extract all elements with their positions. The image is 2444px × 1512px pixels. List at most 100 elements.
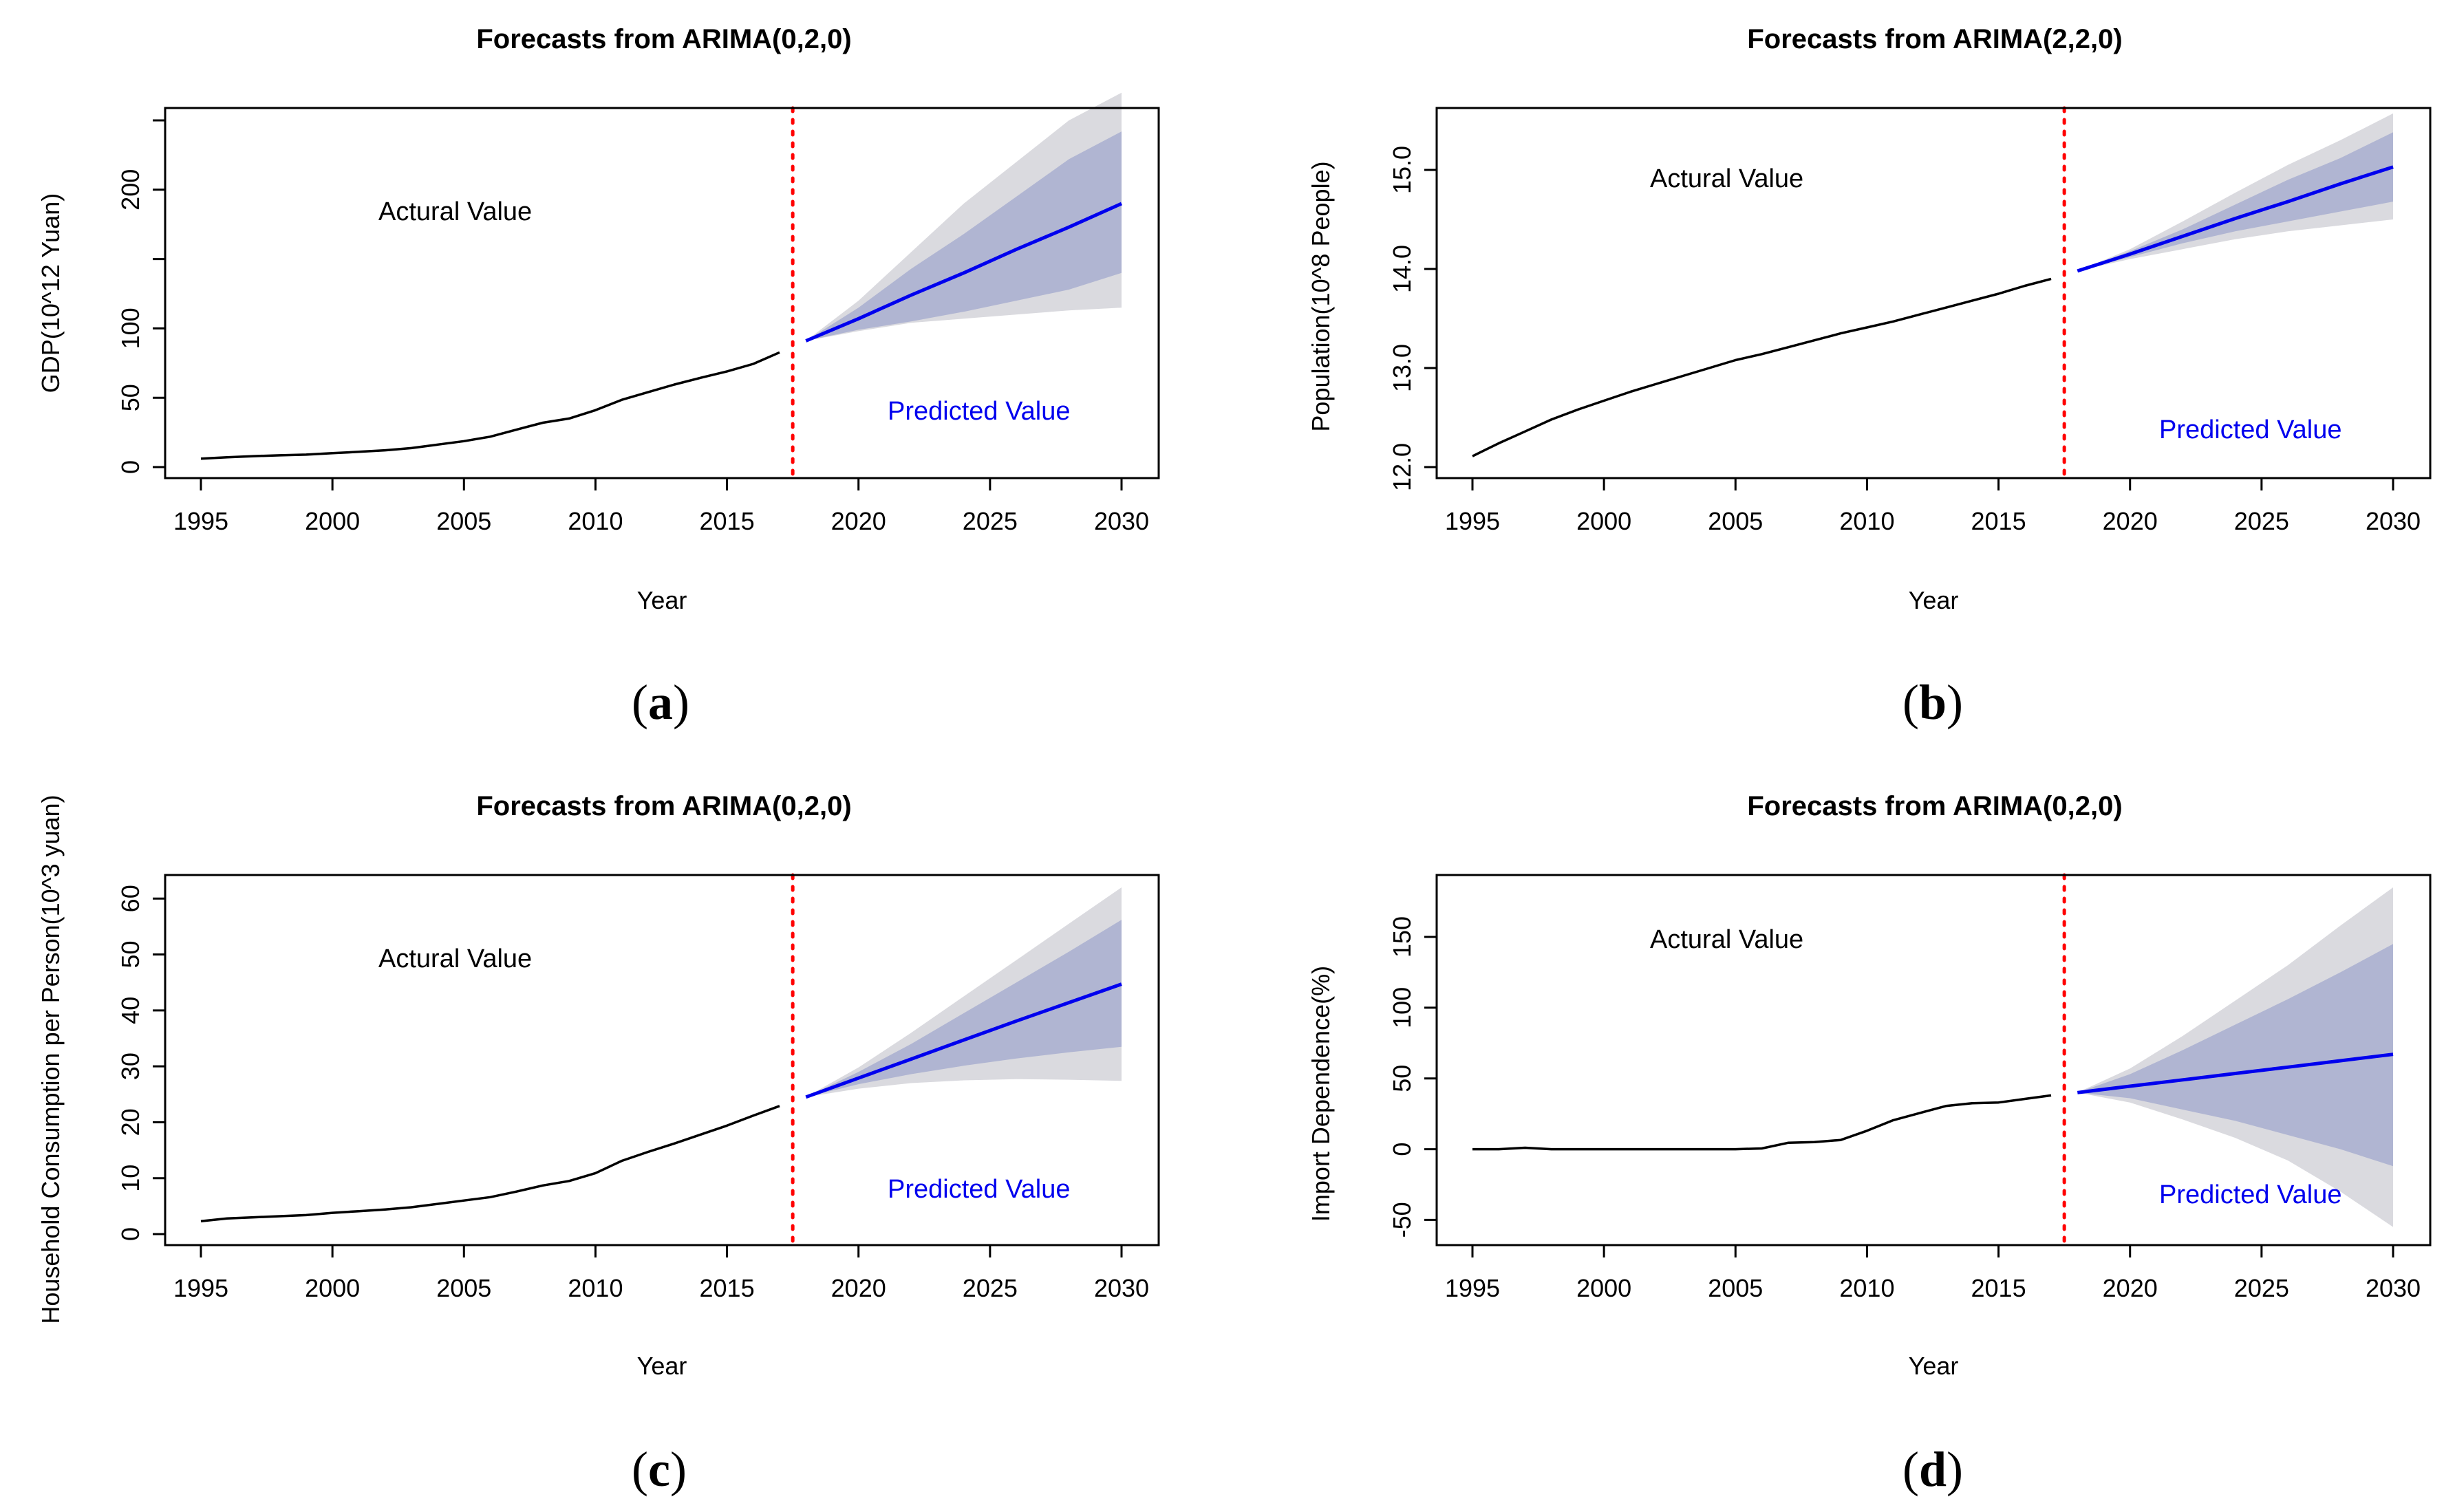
series-layer (200, 982, 1122, 1223)
x-tick-label: 2025 (963, 507, 1018, 535)
x-tick-label: 2010 (568, 1274, 623, 1302)
y-tick-label: 13.0 (1388, 344, 1416, 392)
x-tick-label: 2000 (1576, 507, 1631, 535)
x-axis-label: Year (637, 1352, 687, 1380)
panel-letter-text: b (1919, 675, 1947, 730)
y-tick-label: 50 (116, 940, 144, 968)
x-tick-label: 2000 (305, 1274, 360, 1302)
series-layer (1472, 1052, 2394, 1151)
x-axis-label: Year (637, 586, 687, 614)
x-tick-label: 2030 (1094, 507, 1149, 535)
y-tick-label: -50 (1388, 1202, 1416, 1238)
y-tick-label: 15.0 (1388, 146, 1416, 194)
x-axis-label: Year (1909, 1352, 1959, 1380)
y-axis-label: GDP(10^12 Yuan) (36, 193, 65, 393)
x-axis: 1995 2000 2005 2010 2015 2020 2025 2030 (1445, 477, 2421, 535)
x-tick-label: 2015 (700, 507, 755, 535)
y-axis: 0 10 20 30 40 50 60 (116, 885, 167, 1241)
panel-letter: (a) (632, 675, 689, 730)
x-tick-label: 2020 (831, 1274, 886, 1302)
y-axis: 12.0 13.0 14.0 15.0 (1388, 146, 1438, 491)
y-axis: 0 50 100 200 (116, 119, 167, 474)
actual-value-label: Actural Value (378, 197, 532, 226)
actual-value-label: Actural Value (1650, 925, 1803, 954)
predicted-value-label: Predicted Value (2159, 415, 2341, 444)
x-tick-label: 2000 (1576, 1274, 1631, 1302)
y-tick-label: 50 (116, 384, 144, 411)
actual-series-line (200, 351, 780, 460)
x-axis: 1995 2000 2005 2010 2015 2020 2025 2030 (1445, 1244, 2421, 1302)
x-tick-label: 2030 (1094, 1274, 1149, 1302)
x-axis: 1995 2000 2005 2010 2015 2020 2025 2030 (173, 477, 1149, 535)
y-tick-label: 60 (116, 885, 144, 912)
forecast-bands (2077, 887, 2393, 1227)
panel-letter-text: d (1919, 1442, 1947, 1497)
panel-c: Forecasts from ARIMA(0,2,0) 1995 2000 2005… (36, 791, 1160, 1497)
panel-b: Forecasts from ARIMA(2,2,0) 1995 2000 2005… (1307, 24, 2432, 730)
y-tick-label: 14.0 (1388, 245, 1416, 293)
x-tick-label: 2030 (2366, 1274, 2421, 1302)
x-tick-label: 2000 (305, 507, 360, 535)
panel-letter: (b) (1902, 675, 1963, 730)
band-80 (2077, 944, 2393, 1167)
panel-letter: (c) (632, 1442, 687, 1497)
forecast-bands (2077, 113, 2393, 271)
x-tick-label: 1995 (1445, 1274, 1500, 1302)
x-tick-label: 2020 (2103, 507, 2158, 535)
x-tick-label: 1995 (1445, 507, 1500, 535)
x-tick-label: 2025 (2234, 1274, 2289, 1302)
panel-letter: (d) (1902, 1442, 1963, 1497)
series-layer (1472, 165, 2394, 457)
x-tick-label: 2015 (1971, 1274, 2026, 1302)
actual-value-label: Actural Value (1650, 164, 1803, 193)
panel-title: Forecasts from ARIMA(0,2,0) (1747, 791, 2122, 821)
x-tick-label: 2030 (2366, 507, 2421, 535)
forecast-mean-line (805, 982, 1122, 1099)
y-axis-label: Population(10^8 People) (1307, 161, 1335, 431)
predicted-value-label: Predicted Value (888, 1175, 1070, 1204)
predicted-value-label: Predicted Value (888, 397, 1070, 426)
y-tick-label: 30 (116, 1052, 144, 1080)
forecast-bands (806, 887, 1122, 1097)
y-tick-label: 100 (116, 307, 144, 349)
x-axis-label: Year (1909, 586, 1959, 614)
band-80 (2077, 132, 2393, 271)
predicted-value-label: Predicted Value (2159, 1180, 2341, 1209)
x-tick-label: 2015 (700, 1274, 755, 1302)
forecast-mean-line (805, 202, 1123, 343)
x-tick-label: 2005 (1708, 507, 1763, 535)
x-tick-label: 2005 (1708, 1274, 1763, 1302)
actual-series-line (1472, 1094, 2052, 1151)
actual-value-label: Actural Value (378, 944, 532, 973)
x-tick-label: 2005 (436, 1274, 491, 1302)
x-tick-label: 2025 (963, 1274, 1018, 1302)
x-axis: 1995 2000 2005 2010 2015 2020 2025 2030 (173, 1244, 1149, 1302)
y-axis: -50 0 50 100 150 (1388, 916, 1438, 1238)
x-tick-label: 2025 (2234, 507, 2289, 535)
y-axis-label: Import Dependence(%) (1307, 966, 1335, 1222)
y-tick-label: 20 (116, 1108, 144, 1136)
panel-d: Forecasts from ARIMA(0,2,0) 1995 2000 2005… (1307, 791, 2432, 1497)
y-tick-label: 50 (1388, 1065, 1416, 1092)
y-tick-label: 0 (1388, 1143, 1416, 1156)
forecast-mean-line (2077, 1052, 2394, 1094)
band-95 (2077, 113, 2393, 271)
band-80 (806, 131, 1122, 341)
y-tick-label: 40 (116, 997, 144, 1024)
x-tick-label: 2015 (1971, 507, 2026, 535)
forecast-bands (806, 92, 1122, 341)
panel-letter-text: c (648, 1442, 670, 1497)
y-tick-label: 150 (1388, 916, 1416, 958)
x-tick-label: 1995 (173, 507, 228, 535)
y-tick-label: 12.0 (1388, 443, 1416, 491)
band-80 (806, 920, 1122, 1097)
actual-series-line (1472, 277, 2052, 457)
x-tick-label: 2020 (2103, 1274, 2158, 1302)
series-layer (200, 202, 1123, 460)
panel-title: Forecasts from ARIMA(2,2,0) (1747, 24, 2122, 54)
x-tick-label: 2010 (1839, 507, 1894, 535)
y-tick-label: 100 (1388, 987, 1416, 1028)
panel-letter-text: a (648, 675, 673, 730)
y-tick-label: 200 (116, 169, 144, 210)
